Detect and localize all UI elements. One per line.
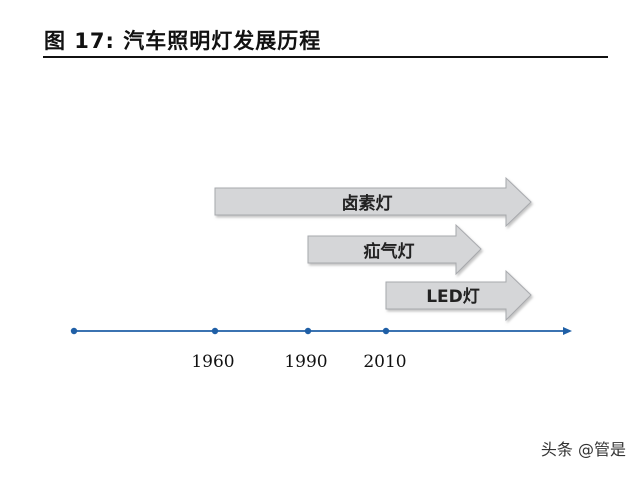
title-divider bbox=[43, 56, 608, 58]
xenon-arrow-shape bbox=[307, 223, 482, 276]
tick-label-1960: 1960 bbox=[191, 352, 234, 372]
timeline-axis bbox=[70, 327, 572, 335]
axis-dot-1990 bbox=[304, 327, 312, 335]
era-arrow-xenon: 疝气灯 bbox=[307, 223, 482, 276]
axis-dot-1960 bbox=[211, 327, 219, 335]
axis-dot-2010 bbox=[382, 327, 390, 335]
led-arrow-shape bbox=[385, 269, 532, 322]
watermark-text: 头条 @管是 bbox=[540, 440, 626, 459]
tick-label-1990: 1990 bbox=[284, 352, 327, 372]
axis-arrowhead bbox=[563, 327, 572, 335]
era-arrow-led: LED灯 bbox=[385, 269, 532, 322]
axis-origin-dot bbox=[70, 327, 78, 335]
halogen-lamp-label: 卤素灯 bbox=[342, 193, 393, 214]
led-lamp-label: LED灯 bbox=[426, 287, 480, 307]
xenon-lamp-label: 疝气灯 bbox=[364, 241, 415, 262]
era-arrow-halogen: 卤素灯 bbox=[214, 176, 532, 228]
tick-label-2010: 2010 bbox=[363, 352, 406, 372]
figure-title: 图 17: 汽车照明灯发展历程 bbox=[44, 29, 322, 53]
halogen-arrow-shape bbox=[214, 176, 532, 228]
